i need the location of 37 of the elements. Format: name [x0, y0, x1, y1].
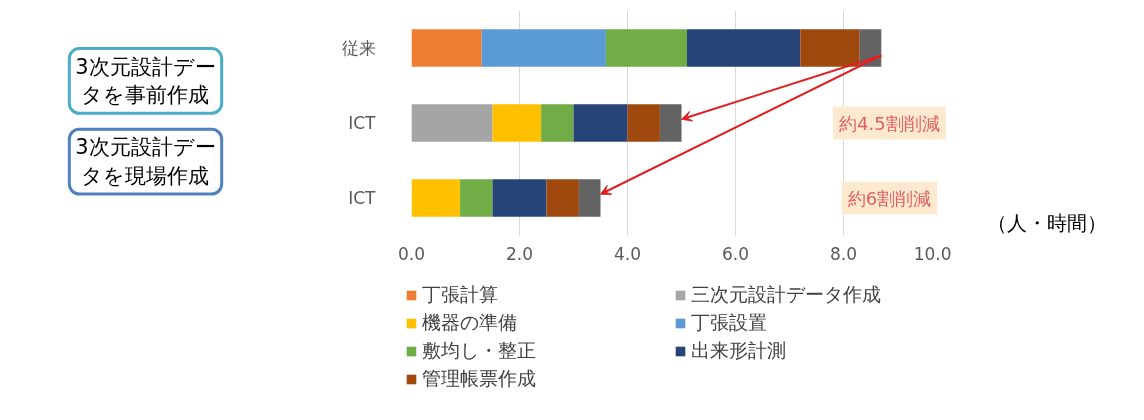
- bar: [627, 104, 660, 142]
- text: 3次元設計データを現場作成: [75, 135, 216, 189]
- annotation: 約4.5割削減: [839, 112, 940, 134]
- x-tick-label: 8.0: [829, 243, 858, 264]
- legend-label: 機器の準備: [422, 310, 518, 335]
- x-tick-label: 0.0: [397, 243, 426, 264]
- bar: [460, 179, 493, 217]
- bar: [541, 104, 574, 142]
- x-tick-label: 2.0: [505, 243, 534, 264]
- text: 3次元設計データを事前作成: [75, 54, 216, 108]
- bar: [481, 29, 606, 67]
- bar: [411, 179, 461, 217]
- y-tick-label: 従来: [341, 38, 376, 58]
- bar: [546, 179, 579, 217]
- y-tick-label: ICT: [348, 113, 377, 133]
- bar: [800, 29, 860, 67]
- bar: [411, 29, 482, 67]
- bar: [411, 104, 493, 142]
- bar: [659, 104, 682, 142]
- legend-label: 三次元設計データ作成: [691, 282, 882, 307]
- annotation: 約6割削減: [847, 187, 932, 209]
- legend-label: 敷均し・整正: [422, 338, 537, 363]
- bar: [605, 29, 687, 67]
- bar: [492, 179, 547, 217]
- y-tick-label: ICT: [348, 188, 377, 208]
- legend-label: 丁張計算: [422, 282, 499, 307]
- legend-label: 管理帳票作成: [422, 366, 537, 391]
- bar: [573, 104, 628, 142]
- x-tick-label: 10.0: [913, 243, 952, 264]
- x-axis-title: （人・時間）: [986, 210, 1107, 235]
- legend-label: 出来形計測: [691, 338, 787, 363]
- bar: [578, 179, 601, 217]
- legend-label: 丁張設置: [691, 310, 768, 335]
- x-tick-label: 4.0: [613, 243, 642, 264]
- bar: [686, 29, 801, 67]
- bar: [492, 104, 542, 142]
- x-tick-label: 6.0: [721, 243, 750, 264]
